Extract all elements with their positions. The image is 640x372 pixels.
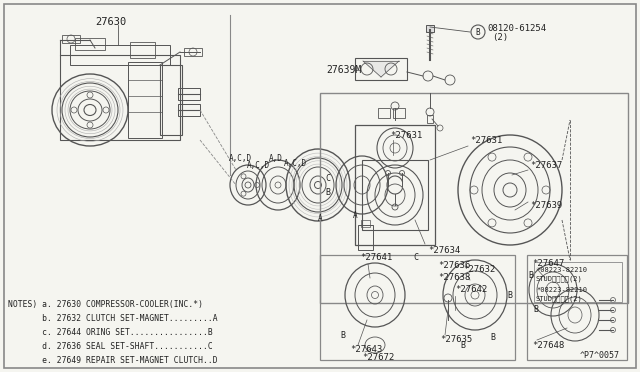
Bar	[130, 42, 155, 58]
Bar	[426, 25, 434, 32]
Bar	[70, 45, 170, 65]
Text: A,D: A,D	[269, 154, 283, 163]
Text: A,C,D: A,C,D	[228, 154, 252, 163]
Bar	[358, 225, 373, 250]
Bar	[355, 125, 435, 245]
Bar	[361, 220, 370, 227]
Text: *27648: *27648	[532, 340, 564, 350]
Text: *27638: *27638	[438, 273, 470, 282]
Text: C: C	[413, 253, 418, 263]
Bar	[178, 104, 200, 116]
Text: *27643: *27643	[350, 346, 382, 355]
Text: *27647: *27647	[532, 259, 564, 267]
Text: STUDスタッド(2): STUDスタッド(2)	[536, 296, 583, 302]
Polygon shape	[363, 61, 399, 77]
Text: e. 27649 REPAIR SET-MAGNET CLUTCH..D: e. 27649 REPAIR SET-MAGNET CLUTCH..D	[8, 356, 218, 365]
Text: B: B	[490, 334, 495, 343]
Text: *27634: *27634	[428, 246, 460, 254]
Bar	[320, 255, 515, 360]
Text: *27637: *27637	[530, 160, 563, 170]
Text: c. 27644 ORING SET................B: c. 27644 ORING SET................B	[8, 328, 212, 337]
Text: A,C,D: A,C,D	[284, 158, 307, 167]
Text: B: B	[476, 28, 480, 36]
Text: *27639: *27639	[530, 201, 563, 209]
Text: A,C,D: A,C,D	[246, 160, 269, 170]
Bar	[62, 35, 80, 43]
Text: *27635: *27635	[440, 336, 472, 344]
Text: NOTES) a. 27630 COMPRESSOR-COOLER(INC.*): NOTES) a. 27630 COMPRESSOR-COOLER(INC.*)	[8, 300, 203, 309]
Bar	[427, 115, 433, 123]
Text: B: B	[507, 291, 512, 299]
Text: ^P7^0057: ^P7^0057	[580, 351, 620, 360]
Text: B: B	[340, 330, 345, 340]
Bar	[75, 38, 105, 50]
Text: *27636: *27636	[438, 260, 470, 269]
Bar	[184, 48, 202, 56]
Text: B: B	[528, 270, 533, 279]
Text: B: B	[325, 187, 330, 196]
Text: d. 27636 SEAL SET-SHAFT...........C: d. 27636 SEAL SET-SHAFT...........C	[8, 342, 212, 351]
Text: 27639M: 27639M	[326, 65, 361, 75]
Bar	[320, 93, 628, 303]
Bar	[128, 62, 162, 138]
Text: B: B	[460, 340, 465, 350]
Bar	[160, 65, 182, 135]
Text: *08223-82210: *08223-82210	[536, 267, 587, 273]
Text: C: C	[325, 173, 330, 183]
Text: 27630: 27630	[95, 17, 126, 27]
Text: *27672: *27672	[362, 353, 394, 362]
Text: *08223-82210: *08223-82210	[536, 287, 587, 293]
Text: A: A	[317, 214, 323, 222]
Text: *27631: *27631	[470, 135, 502, 144]
Bar	[60, 55, 180, 140]
Text: 08120-61254: 08120-61254	[487, 23, 546, 32]
Text: *27631: *27631	[390, 131, 422, 140]
Text: B: B	[533, 305, 538, 314]
Bar	[362, 160, 428, 230]
Text: A: A	[353, 211, 357, 219]
Text: *27641: *27641	[360, 253, 392, 263]
Bar	[355, 58, 407, 80]
Text: STUDスタッド(2): STUDスタッド(2)	[536, 276, 583, 282]
Bar	[178, 88, 200, 100]
Bar	[527, 255, 627, 360]
Text: b. 27632 CLUTCH SET-MAGNET.........A: b. 27632 CLUTCH SET-MAGNET.........A	[8, 314, 218, 323]
Text: *27642: *27642	[455, 285, 487, 295]
Bar	[393, 108, 405, 118]
Text: *27632: *27632	[463, 266, 495, 275]
Bar	[378, 108, 390, 118]
Bar	[534, 262, 622, 302]
Text: (2): (2)	[492, 32, 508, 42]
